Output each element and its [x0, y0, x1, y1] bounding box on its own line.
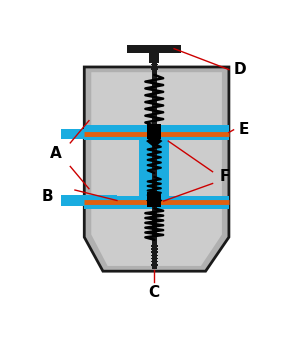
- Bar: [61, 195, 117, 206]
- Bar: [61, 129, 117, 139]
- Polygon shape: [146, 194, 163, 207]
- Bar: [152, 63, 156, 64]
- Bar: [152, 65, 156, 66]
- Polygon shape: [146, 135, 163, 148]
- Bar: [84, 196, 229, 209]
- Text: F: F: [220, 169, 230, 184]
- Bar: [152, 55, 156, 56]
- Bar: [152, 253, 156, 255]
- Bar: [150, 68, 158, 70]
- Bar: [152, 250, 156, 251]
- Bar: [152, 259, 156, 261]
- Bar: [150, 251, 158, 253]
- Bar: [152, 262, 156, 264]
- Bar: [150, 248, 158, 250]
- Bar: [150, 64, 158, 65]
- Bar: [150, 264, 158, 266]
- Bar: [149, 53, 160, 63]
- Bar: [152, 246, 156, 248]
- Bar: [150, 59, 158, 60]
- Bar: [152, 53, 157, 269]
- Bar: [84, 125, 229, 136]
- Bar: [152, 60, 156, 61]
- Bar: [127, 45, 181, 53]
- Bar: [152, 256, 156, 258]
- Text: C: C: [149, 285, 160, 300]
- Bar: [150, 258, 158, 259]
- Bar: [150, 56, 158, 57]
- Bar: [150, 66, 158, 67]
- Bar: [150, 261, 158, 262]
- Text: D: D: [234, 62, 246, 77]
- Text: B: B: [41, 189, 53, 204]
- Bar: [150, 61, 158, 63]
- Bar: [147, 198, 161, 207]
- Bar: [147, 124, 161, 134]
- Bar: [147, 192, 161, 202]
- Bar: [152, 70, 156, 71]
- Bar: [84, 126, 229, 140]
- Bar: [150, 255, 158, 256]
- Bar: [147, 130, 161, 139]
- Bar: [152, 57, 156, 59]
- Polygon shape: [91, 72, 222, 266]
- Text: A: A: [50, 146, 62, 161]
- Bar: [152, 67, 156, 68]
- Bar: [152, 266, 156, 267]
- Bar: [150, 245, 158, 246]
- Polygon shape: [84, 67, 229, 271]
- Text: E: E: [238, 122, 249, 137]
- Bar: [139, 139, 169, 197]
- Bar: [150, 54, 158, 55]
